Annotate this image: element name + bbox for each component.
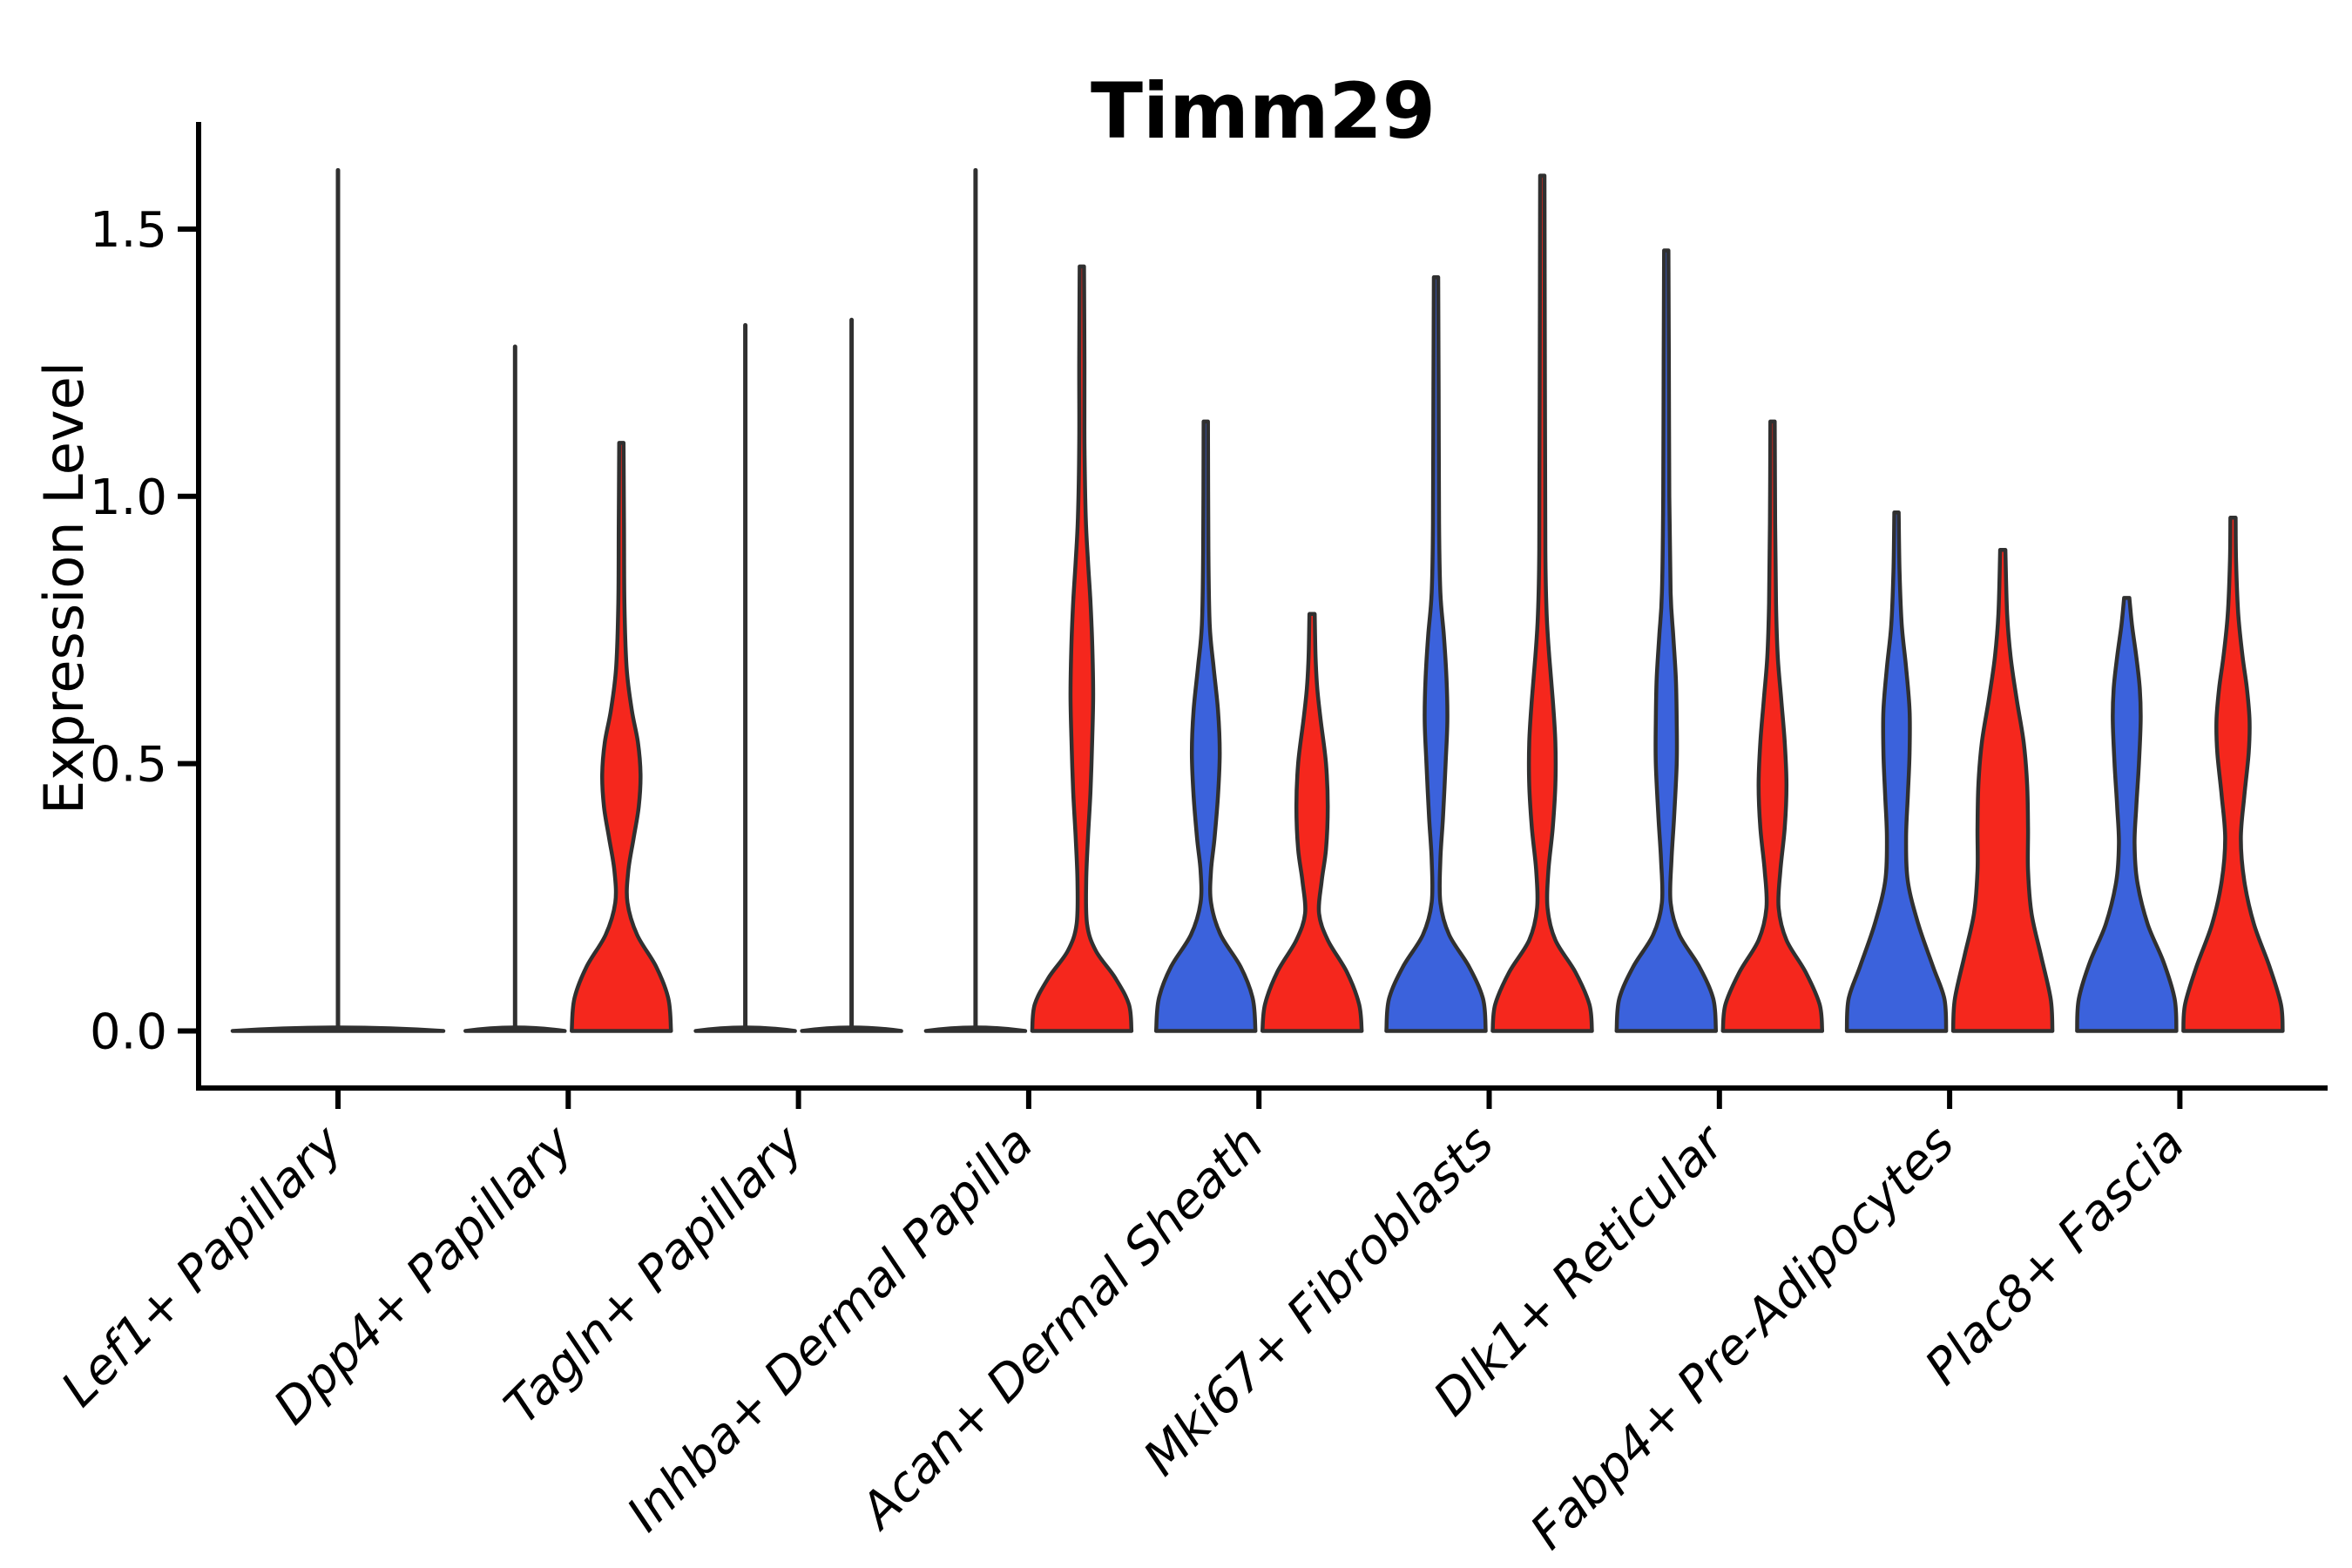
violin-blue-plac8-fascia-body <box>2075 596 2179 1033</box>
y-axis-label: Expression Level <box>32 362 96 814</box>
violin-red-acan-dermal-sheath-body <box>1260 612 1364 1033</box>
violin-blue-dlk1-reticular-body <box>1614 248 1719 1033</box>
x-tick-label: Inhba+ Dermal Papilla <box>617 1115 1044 1543</box>
violin-blue-mki67-fibroblasts-body <box>1384 274 1488 1033</box>
y-axis-ticks: 0.0 0.5 1.0 1.5 <box>90 202 199 1061</box>
violin-red-mki67-fibroblasts-body <box>1490 173 1594 1033</box>
violin-blue-tagln-papillary-body <box>693 1025 797 1033</box>
violin-red-dpp4-papillary-body <box>570 441 673 1033</box>
violin-red-tagln-papillary-body <box>800 1025 903 1033</box>
violin-blue-acan-dermal-sheath-body <box>1153 419 1258 1033</box>
violin-red-fabp4-pre-adipocytes-body <box>1950 547 2055 1033</box>
y-tick-label: 0.5 <box>90 737 167 794</box>
violin-red-plac8-fascia-body <box>2181 516 2285 1033</box>
violin-blue-fabp4-pre-adipocytes-body <box>1844 510 1949 1033</box>
violin-red-dlk1-reticular-body <box>1720 419 1825 1033</box>
violins-layer <box>230 167 2285 1033</box>
chart-title: Timm29 <box>1091 66 1436 156</box>
y-tick-label: 1.0 <box>90 470 167 526</box>
violin-plain-lef1-papillary-body <box>230 1025 446 1033</box>
x-tick-label: Acan+ Dermal Sheath <box>848 1115 1274 1541</box>
y-tick-label: 0.0 <box>90 1004 167 1061</box>
violin-blue-dpp4-papillary-body <box>463 1025 567 1033</box>
y-tick-label: 1.5 <box>90 202 167 259</box>
x-tick-label: Fabp4+ Pre-Adipocytes <box>1520 1115 1965 1560</box>
violin-red-inhba-dermal-papilla-body <box>1030 264 1134 1033</box>
violin-blue-inhba-dermal-papilla-body <box>923 1025 1028 1033</box>
